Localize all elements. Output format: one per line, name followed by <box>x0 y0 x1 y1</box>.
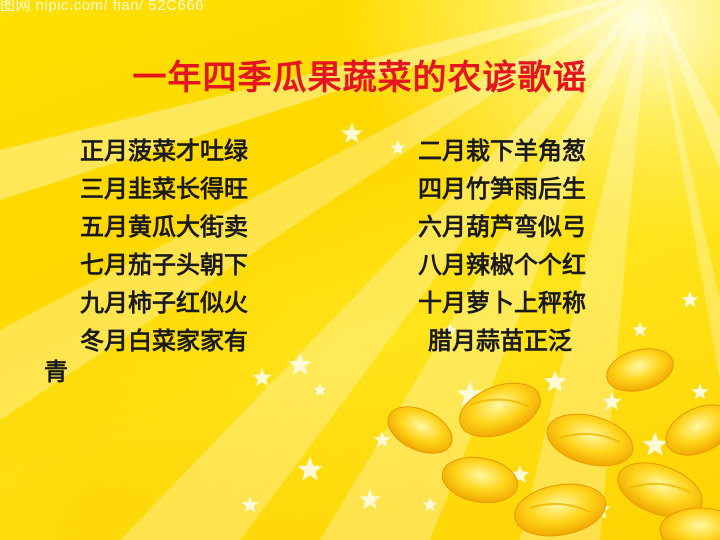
proverb-line: 腊月蒜苗正泛 <box>428 327 572 355</box>
proverb-line: 四月竹笋雨后生 <box>418 175 586 203</box>
proverb-line: 八月辣椒个个红 <box>418 251 586 279</box>
proverb-line: 二月栽下羊角葱 <box>418 137 586 165</box>
proverb-line: 三月韭菜长得旺 <box>80 175 248 203</box>
left-proverb-column: 正月菠菜才吐绿 三月韭菜长得旺 五月黄瓜大街卖 七月茄子头朝下 九月柿子红似火 … <box>80 132 248 360</box>
proverb-line: 五月黄瓜大街卖 <box>80 213 248 241</box>
proverb-line: 九月柿子红似火 <box>80 289 248 317</box>
proverb-line: 六月葫芦弯似弓 <box>418 213 586 241</box>
slide-title: 一年四季瓜果蔬菜的农谚歌谣 <box>132 58 588 98</box>
proverb-line: 正月菠菜才吐绿 <box>80 137 248 165</box>
wrapped-trailing-character: 青 <box>44 358 68 386</box>
proverb-line: 七月茄子头朝下 <box>80 251 248 279</box>
proverb-line: 冬月白菜家家有 <box>80 327 248 355</box>
watermark-text: 图网 nipic.com/ fian/ 52C666 <box>0 0 204 14</box>
proverb-line: 十月萝卜上秤称 <box>418 289 586 317</box>
right-proverb-column: 二月栽下羊角葱 四月竹笋雨后生 六月葫芦弯似弓 八月辣椒个个红 十月萝卜上秤称 … <box>418 132 586 360</box>
